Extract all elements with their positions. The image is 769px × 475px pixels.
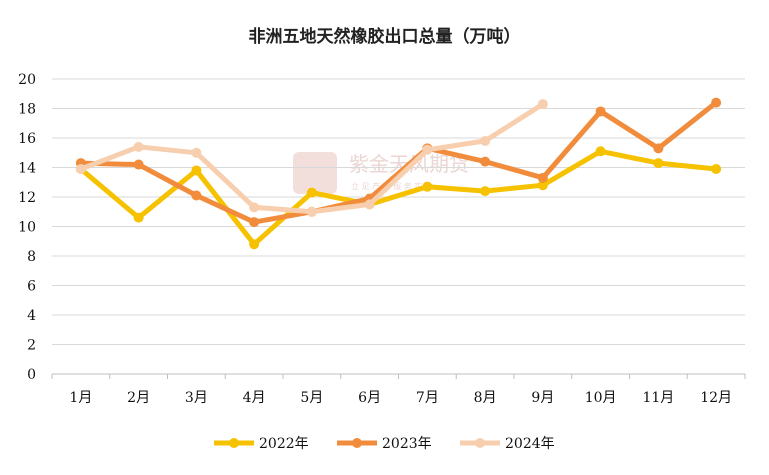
series-line	[78, 100, 719, 225]
data-point	[422, 144, 433, 155]
x-tick-label: 6月	[358, 390, 381, 406]
legend-label: 2023年	[382, 436, 432, 452]
x-tick-label: 11月	[642, 390, 674, 406]
data-point	[249, 239, 260, 250]
data-point	[249, 202, 260, 213]
data-point	[711, 97, 722, 108]
y-tick-label: 0	[27, 367, 36, 383]
data-point	[537, 172, 548, 183]
data-point	[480, 135, 491, 146]
y-tick-label: 20	[18, 72, 36, 88]
data-point	[595, 146, 606, 157]
watermark-logo	[293, 152, 337, 194]
data-point	[191, 165, 202, 176]
data-point	[306, 206, 317, 217]
series-line	[78, 148, 719, 247]
y-tick-label: 2	[27, 338, 36, 354]
y-tick-label: 16	[18, 131, 36, 147]
x-tick-label: 8月	[474, 390, 497, 406]
data-point	[595, 106, 606, 117]
y-tick-label: 12	[18, 190, 36, 206]
x-tick-label: 7月	[416, 390, 439, 406]
data-point	[133, 159, 144, 170]
x-tick-label: 1月	[69, 390, 92, 406]
legend: 2022年 2023年 2024年	[214, 436, 555, 452]
y-tick-label: 14	[18, 161, 36, 177]
data-point	[653, 143, 664, 154]
chart-title: 非洲五地天然橡胶出口总量（万吨）	[248, 27, 521, 47]
data-point	[480, 186, 491, 197]
y-tick-label: 8	[27, 249, 36, 265]
legend-swatch-marker	[475, 438, 485, 448]
data-point	[537, 180, 548, 191]
x-tick-label: 2月	[127, 390, 150, 406]
data-point	[711, 163, 722, 174]
grid	[52, 78, 745, 345]
legend-swatch-marker	[229, 438, 239, 448]
legend-label: 2024年	[505, 436, 555, 452]
x-tick-label: 3月	[185, 390, 208, 406]
data-point	[133, 212, 144, 223]
data-point	[133, 141, 144, 152]
y-tick-label: 6	[27, 279, 36, 295]
y-tick-label: 18	[18, 102, 36, 118]
data-point	[422, 181, 433, 192]
data-point	[191, 190, 202, 201]
data-point	[537, 99, 548, 110]
legend-swatch-marker	[352, 438, 362, 448]
x-tick-label: 10月	[585, 390, 617, 406]
data-point	[306, 187, 317, 198]
data-point	[75, 163, 86, 174]
data-point	[191, 147, 202, 158]
axes: 0 2 4 6 8 10 12 14 16 18 20 1月 2月 3月 4月 5月 6月 7月 8月 9月 10月 11…	[18, 72, 746, 406]
x-tick-label: 9月	[531, 390, 554, 406]
x-tick-label: 5月	[300, 390, 323, 406]
data-point	[364, 199, 375, 210]
data-point	[480, 156, 491, 167]
data-point	[249, 217, 260, 228]
data-point	[653, 158, 664, 169]
series-2024年	[75, 99, 548, 217]
y-tick-label: 10	[18, 220, 36, 236]
y-tick-label: 4	[27, 308, 36, 324]
series-group	[75, 97, 722, 250]
x-tick-label: 4月	[243, 390, 266, 406]
x-tick-label: 12月	[700, 390, 732, 406]
legend-label: 2022年	[259, 436, 309, 452]
